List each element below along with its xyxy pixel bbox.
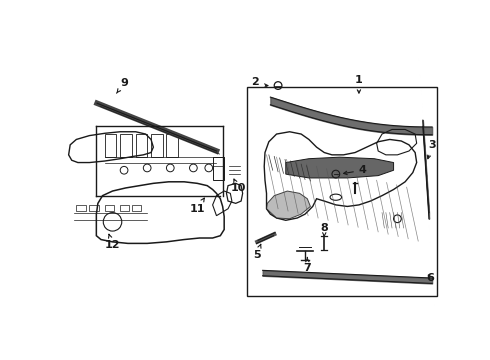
Text: 7: 7 bbox=[303, 257, 311, 273]
Text: 8: 8 bbox=[320, 223, 328, 236]
Bar bbox=[89, 205, 98, 211]
Polygon shape bbox=[267, 191, 311, 219]
Text: 9: 9 bbox=[117, 78, 128, 93]
Bar bbox=[151, 134, 163, 157]
Text: 10: 10 bbox=[230, 179, 245, 193]
Bar bbox=[136, 134, 147, 157]
Text: 12: 12 bbox=[105, 234, 120, 250]
Text: 6: 6 bbox=[427, 273, 435, 283]
Bar bbox=[120, 205, 129, 211]
Text: 2: 2 bbox=[251, 77, 259, 87]
Bar bbox=[167, 134, 178, 157]
Bar bbox=[213, 157, 224, 180]
Text: 4: 4 bbox=[343, 165, 367, 175]
Bar bbox=[247, 87, 438, 296]
Bar bbox=[105, 205, 114, 211]
Text: 11: 11 bbox=[190, 198, 205, 214]
Text: 3: 3 bbox=[427, 140, 436, 159]
Text: 5: 5 bbox=[253, 244, 261, 260]
Bar bbox=[132, 205, 141, 211]
Bar bbox=[105, 134, 117, 157]
Bar bbox=[120, 134, 132, 157]
Bar bbox=[76, 205, 86, 211]
Polygon shape bbox=[286, 157, 393, 178]
Text: 1: 1 bbox=[355, 75, 363, 93]
